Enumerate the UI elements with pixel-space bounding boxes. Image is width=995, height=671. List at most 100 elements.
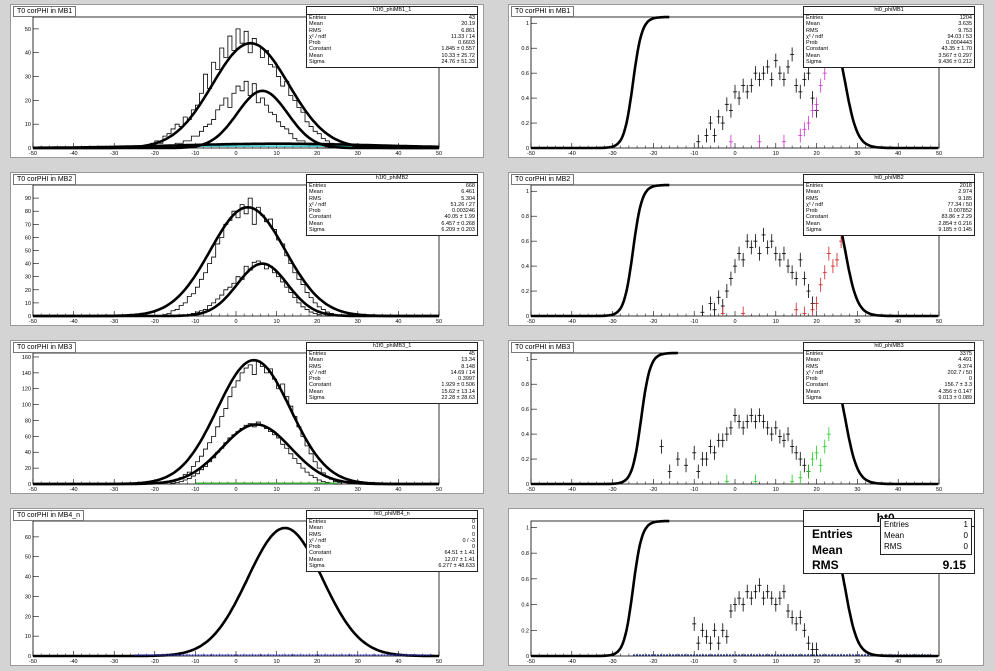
overlay-stats-value: 1 [963, 520, 968, 529]
y-tick-label: 30 [25, 275, 31, 281]
stats-key: RMS [309, 531, 322, 538]
data-point-colored [757, 134, 762, 148]
data-point-colored [830, 259, 835, 274]
x-tick-label: 0 [234, 151, 237, 157]
stats-value: 0.3997 [458, 376, 475, 383]
data-point-colored [724, 474, 729, 484]
x-tick-label: -20 [649, 659, 657, 665]
data-point [741, 420, 746, 435]
stats-key: Constant [309, 214, 332, 221]
data-point-colored [753, 474, 758, 484]
y-tick-label: 0.2 [521, 628, 529, 634]
data-point [773, 53, 778, 68]
stats-key: Mean [309, 525, 323, 532]
data-point [708, 296, 713, 311]
data-point [794, 271, 799, 286]
data-point [728, 604, 733, 618]
data-point [724, 97, 729, 112]
y-tick-label: 0.6 [521, 239, 529, 245]
overlay-stats-row: Mean 0 [881, 530, 971, 541]
stats-row: RMS 9.185 [804, 196, 974, 202]
stats-title: ht0_phiMB2 [804, 175, 974, 183]
stats-key: Prob [806, 208, 818, 215]
data-point [708, 636, 713, 651]
data-point [753, 584, 758, 599]
stats-value: 6.457 ± 0.268 [441, 220, 475, 227]
stats-row: Sigma 6.277 ± 48.633 [307, 563, 477, 569]
stats-value: 0.007852 [949, 208, 972, 215]
stats-title: h1f0_phiMB3_1 [307, 343, 477, 351]
x-tick-label: -40 [70, 659, 78, 665]
data-point [753, 414, 758, 429]
stats-value: 668 [465, 183, 475, 189]
x-tick-label: 10 [274, 659, 280, 665]
x-tick-label: -10 [191, 319, 199, 325]
y-tick-label: 0.2 [521, 289, 529, 295]
stats-key: χ² / ndf [309, 369, 326, 376]
stats-value: 2.974 [958, 189, 972, 196]
y-tick-label: 0.2 [521, 457, 529, 463]
stats-value: 3.567 ± 0.297 [938, 52, 972, 59]
y-tick-label: 1 [526, 525, 529, 531]
y-tick-label: 0.2 [521, 121, 529, 127]
stats-row: RMS 9.374 [804, 364, 974, 370]
x-tick-label: 40 [395, 487, 401, 493]
data-point [786, 427, 791, 442]
data-point-colored [826, 246, 831, 261]
overlay-stats-key: Mean [884, 531, 905, 540]
data-point [737, 591, 742, 606]
stats-row: Prob 0 [804, 376, 974, 382]
data-point [798, 84, 803, 99]
y-tick-label: 0 [526, 654, 529, 660]
stats-key: Entries [309, 351, 327, 357]
x-tick-label: 10 [274, 319, 280, 325]
data-point [769, 427, 774, 442]
stats-row: Mean 12.07 ± 1.41 [307, 557, 477, 563]
data-point [716, 290, 721, 305]
data-point [741, 597, 746, 612]
stats-row: Mean 20.19 [307, 21, 477, 27]
data-point [810, 91, 815, 106]
stats-row: RMS 8.148 [307, 364, 477, 370]
data-point [806, 284, 811, 299]
x-tick-label: -30 [609, 487, 617, 493]
stats-row: Entries 2018 [804, 183, 974, 189]
y-tick-label: 0.4 [521, 96, 529, 102]
stats-box: h1f0_phiMB3_1 Entries 45 Mean 13.34 RMS 8.148 χ… [306, 342, 478, 404]
stats-box: ht0_phiMB1 Entries 1204 Mean 3.635 RMS 9.753 χ²… [803, 6, 975, 68]
overlay-stats-value: 0 [963, 542, 968, 551]
stats-value: 20.19 [461, 21, 475, 28]
data-point-colored [790, 474, 795, 484]
data-point [790, 265, 795, 280]
x-tick-label: -50 [527, 151, 535, 157]
x-tick-label: -20 [151, 487, 159, 493]
stats-value: 64.51 ± 1.41 [444, 550, 475, 557]
data-point-colored [818, 277, 823, 292]
x-tick-label: 50 [436, 487, 442, 493]
x-tick-label: 50 [936, 659, 942, 665]
data-point [728, 103, 733, 118]
x-tick-label: -30 [110, 151, 118, 157]
y-tick-label: 0.4 [521, 264, 529, 270]
x-tick-label: -10 [690, 487, 698, 493]
stats-key: χ² / ndf [806, 33, 823, 40]
data-point [667, 464, 672, 479]
data-point [757, 578, 762, 593]
stats-key: χ² / ndf [806, 369, 823, 376]
x-tick-label: -20 [649, 151, 657, 157]
data-point-colored [818, 458, 823, 473]
data-point-colored [814, 445, 819, 460]
data-point [810, 642, 815, 656]
data-point-colored [810, 103, 815, 118]
data-point [773, 420, 778, 435]
y-tick-label: 0 [28, 654, 31, 660]
y-tick-label: 50 [25, 555, 31, 561]
data-point-colored [802, 306, 807, 316]
stats-row: Mean 6.461 [307, 189, 477, 195]
y-tick-label: 0.6 [521, 577, 529, 583]
data-point [761, 591, 766, 606]
stats-key: Sigma [806, 59, 822, 66]
y-tick-label: 60 [25, 535, 31, 541]
stats-key: Mean [806, 357, 820, 364]
stats-box: ht0_phiMB2 Entries 2018 Mean 2.974 RMS 9.185 χ²… [803, 174, 975, 236]
